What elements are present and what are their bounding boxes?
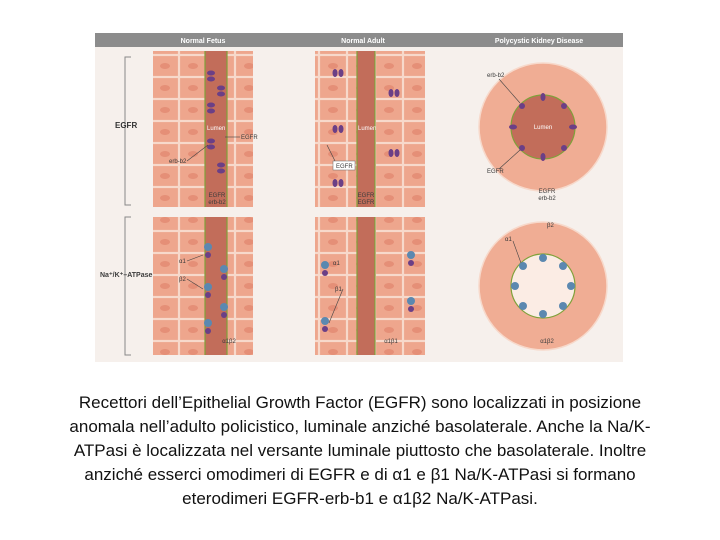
pkd-alpha1-label: α1 (505, 237, 512, 243)
pkd-bottom-label-2: erb-b2 (538, 196, 556, 202)
fetus-beta2-label: β2 (179, 277, 186, 283)
caption-line-1: Recettori dell’Epithelial Growth Factor … (78, 393, 642, 412)
column-header-adult: Normal Adult (341, 38, 385, 45)
pkd-atpase-pumps (511, 254, 575, 318)
header-bar (95, 33, 623, 47)
adult-atpase-lumen (357, 217, 375, 355)
column-header-fetus: Normal Fetus (181, 38, 226, 45)
caption-line-4: anziché esserci omodimeri di EGFR e di α… (84, 465, 636, 484)
fetus-atpase-pumps (204, 243, 228, 334)
adult-beta1-label: β1 (335, 287, 342, 293)
fetus-a1b2-label: α1β2 (222, 339, 236, 345)
panel-fetus-atpase: α1 β2 α1β2 (153, 217, 253, 355)
pkd-egfr-label: EGFR (487, 169, 504, 175)
adult-bottom-label-2: EGFR (358, 200, 375, 206)
fetus-egfr-receptors (207, 70, 225, 174)
adult-lumen (357, 51, 375, 207)
adult-lumen-label: Lumen (358, 126, 376, 132)
adult-alpha1-label: α1 (333, 261, 340, 267)
panel-fetus-egfr: Lumen EGFR erb-b2 EGFR erb-b2 (153, 51, 258, 207)
adult-egfr-label: EGFR (336, 164, 353, 170)
caption-line-3: ATPasi è localizzata nel versante lumina… (73, 441, 647, 460)
row-label-atpase: Na⁺/K⁺–ATPase (100, 272, 152, 279)
caption-line-2: anomala nell’adulto policistico, luminal… (69, 417, 651, 436)
fetus-lumen-label: Lumen (207, 126, 225, 132)
pkd-egfr-receptors (509, 93, 577, 161)
fetus-bottom-label-1: EGFR (209, 193, 226, 199)
figure-caption: Recettori dell’Epithelial Growth Factor … (30, 391, 690, 511)
fetus-egfr-label: EGFR (241, 135, 258, 141)
fetus-erbb2-label: erb-b2 (169, 159, 187, 165)
caption-line-5: eterodimeri EGFR-erb-b1 e α1β2 Na/K-ATPa… (182, 489, 538, 508)
fetus-bottom-label-2: erb-b2 (208, 200, 226, 206)
egfr-row-bracket (124, 56, 131, 206)
row-label-egfr: EGFR (115, 121, 137, 130)
pkd-beta2-label: β2 (547, 223, 554, 229)
pkd-bottom-label-1: EGFR (539, 189, 556, 195)
fetus-alpha1-label: α1 (179, 259, 186, 265)
adult-atpase-pumps (321, 251, 415, 332)
panel-pkd-atpase: β2 α1 α1β2 (478, 221, 608, 351)
kidney-receptor-figure: Normal Fetus Normal Adult Polycystic Kid… (95, 33, 623, 362)
pkd-erbb2-label: erb-b2 (487, 73, 505, 79)
atpase-row-bracket (124, 216, 131, 356)
column-header-pkd: Polycystic Kidney Disease (495, 38, 583, 45)
panel-adult-atpase: α1 β1 α1β1 (315, 217, 425, 355)
adult-egfr-receptors (332, 69, 400, 187)
panel-adult-egfr: Lumen EGFR EGFR EGFR (315, 51, 425, 207)
adult-bottom-label-1: EGFR (358, 193, 375, 199)
panel-pkd-egfr: Lumen erb-b2 EGFR EGFR erb-b2 (475, 51, 621, 207)
adult-a1b1-label: α1β1 (384, 339, 398, 345)
pkd-lumen-label: Lumen (534, 125, 552, 131)
pkd-a1b2-label: α1β2 (540, 339, 554, 345)
